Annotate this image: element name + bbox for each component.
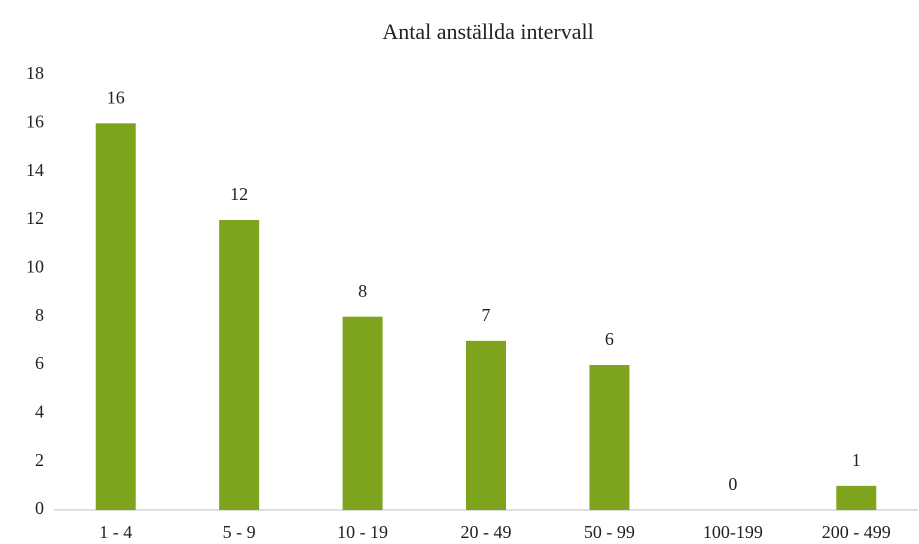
bar xyxy=(589,365,630,510)
data-label: 1 xyxy=(852,450,861,470)
x-tick-label: 5 - 9 xyxy=(223,522,256,542)
data-label: 12 xyxy=(230,184,248,204)
y-tick-label: 10 xyxy=(26,256,44,276)
bar xyxy=(219,220,260,510)
bar xyxy=(342,316,383,510)
y-tick-label: 14 xyxy=(26,160,44,180)
x-tick-label: 100-199 xyxy=(703,522,763,542)
x-tick-label: 1 - 4 xyxy=(99,522,132,542)
y-tick-label: 16 xyxy=(26,111,44,131)
y-tick-label: 2 xyxy=(35,450,44,470)
data-label: 8 xyxy=(358,281,367,301)
data-label: 16 xyxy=(107,87,125,107)
y-tick-label: 0 xyxy=(35,498,44,518)
y-tick-label: 6 xyxy=(35,353,44,373)
chart-title: Antal anställda intervall xyxy=(382,19,593,44)
x-tick-label: 50 - 99 xyxy=(584,522,635,542)
y-tick-label: 8 xyxy=(35,305,44,325)
data-label: 0 xyxy=(728,474,737,494)
bar xyxy=(836,485,877,510)
x-tick-label: 10 - 19 xyxy=(337,522,388,542)
x-tick-label: 20 - 49 xyxy=(461,522,512,542)
y-tick-label: 12 xyxy=(26,208,44,228)
bar xyxy=(95,123,136,510)
y-tick-label: 4 xyxy=(35,401,44,421)
x-tick-label: 200 - 499 xyxy=(822,522,891,542)
bar xyxy=(466,340,506,510)
y-tick-label: 18 xyxy=(26,63,44,83)
data-label: 7 xyxy=(482,305,491,325)
data-label: 6 xyxy=(605,329,614,349)
